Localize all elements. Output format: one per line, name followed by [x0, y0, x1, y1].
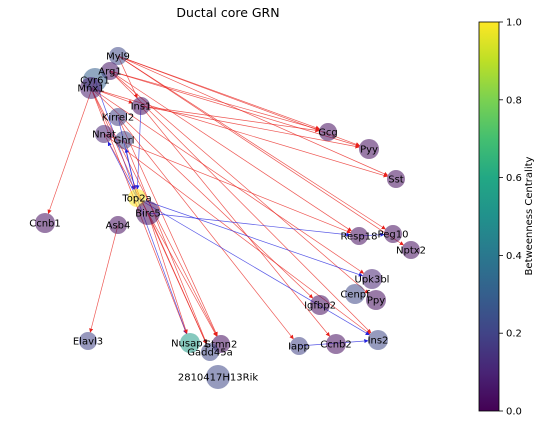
edge-Ins1-Gcg: [141, 106, 319, 131]
node-label-Peg10: Peg10: [378, 230, 409, 241]
edge-Myl9-Sst: [118, 56, 388, 175]
colorbar-label: Betweenness Centrality: [524, 156, 535, 275]
colorbar: 0.0 0.2 0.4 0.6 0.8 1.0 Betweenness Centralit…: [479, 18, 535, 418]
node-label-Nptx2: Nptx2: [396, 246, 426, 257]
edge-Cyr61-Ccnb1: [48, 80, 95, 214]
node-label-Ppy: Ppy: [367, 296, 385, 307]
colorbar-ticks: 0.0 0.2 0.4 0.6 0.8 1.0: [499, 18, 522, 418]
edge-Asb4-Elavl3: [90, 225, 118, 332]
edge-Birc5-Nusap1: [148, 213, 187, 333]
node-label-Iapp: Iapp: [288, 342, 310, 353]
node-label-Mnx1: Mnx1: [77, 84, 104, 95]
edge-Ins1-Ccnb2: [141, 106, 330, 336]
node-label-Upk3bl: Upk3bl: [355, 275, 390, 286]
node-label-Ccnb1: Ccnb1: [29, 219, 61, 230]
colorbar-tick-label: 0.0: [506, 407, 522, 418]
node-label-Kirrel2: Kirrel2: [102, 113, 134, 124]
edge-Myl9-Peg10: [118, 56, 385, 229]
node-label-Ins1: Ins1: [131, 102, 152, 113]
colorbar-tick-label: 0.2: [506, 329, 522, 340]
node-label-Sst: Sst: [388, 175, 404, 186]
node-label-Top2a: Top2a: [121, 194, 151, 205]
edge-Kirrel2-Stmn2: [118, 117, 217, 336]
edge-Birc5-Gadd45a: [148, 213, 206, 344]
node-label-Ins2: Ins2: [368, 336, 389, 347]
node-label-Ghrl: Ghrl: [114, 136, 135, 147]
node-label-Cenpf: Cenpf: [340, 290, 370, 301]
node-label-Myl9: Myl9: [106, 52, 130, 63]
node-label-2810417H13Rik: 2810417H13Rik: [178, 373, 259, 384]
node-label-Gcg: Gcg: [318, 128, 338, 139]
colorbar-tick-label: 0.4: [506, 251, 522, 262]
node-label-Pyy: Pyy: [360, 145, 378, 156]
node-label-Elavl3: Elavl3: [73, 337, 103, 348]
colorbar-tick-label: 0.6: [506, 173, 522, 184]
node-label-Asb4: Asb4: [106, 221, 131, 232]
node-label-Resp18: Resp18: [341, 232, 378, 243]
node-label-Nnat: Nnat: [92, 130, 116, 141]
node-label-Igfbp2: Igfbp2: [304, 301, 336, 312]
chart-title: Ductal core GRN: [176, 5, 279, 20]
edge-Birc5-Resp18: [148, 213, 350, 235]
colorbar-gradient: [479, 22, 499, 411]
node-label-Gadd45a: Gadd45a: [187, 348, 232, 359]
colorbar-tick-label: 1.0: [506, 18, 522, 29]
node-label-Ccnb2: Ccnb2: [320, 340, 352, 351]
node-layer: Myl9Arg1Cyr61Mnx1Ins1Kirrel2NnatGhrlGcgP…: [29, 47, 426, 389]
node-label-Birc5: Birc5: [135, 209, 160, 220]
colorbar-tick-label: 0.8: [506, 95, 522, 106]
